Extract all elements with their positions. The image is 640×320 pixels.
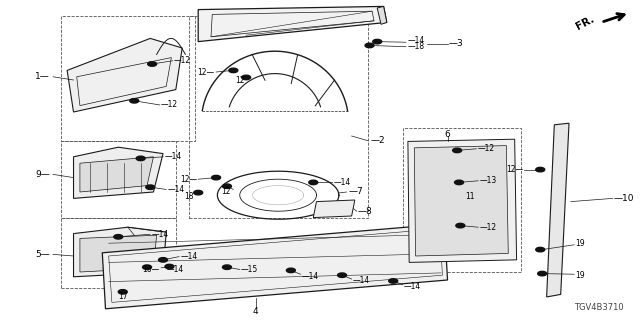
Text: 16—: 16— [143,265,160,274]
Circle shape [159,258,168,262]
Polygon shape [377,6,387,24]
Polygon shape [102,224,447,309]
Text: 12—: 12— [180,175,197,184]
Circle shape [148,62,157,66]
Circle shape [365,43,374,48]
Circle shape [146,185,155,189]
Text: 19: 19 [575,239,585,248]
Circle shape [223,265,232,269]
Circle shape [454,180,463,185]
Text: FR.: FR. [574,14,596,32]
Circle shape [118,290,127,294]
Polygon shape [80,235,157,272]
Polygon shape [198,6,387,42]
Text: 1—: 1— [35,72,50,81]
Circle shape [452,148,461,153]
Text: 12: 12 [235,76,244,85]
Circle shape [143,265,152,269]
Text: 4: 4 [253,307,259,316]
Circle shape [372,39,381,44]
Circle shape [538,271,547,276]
Text: —15: —15 [241,265,259,274]
Polygon shape [414,146,508,256]
Polygon shape [74,147,163,198]
Circle shape [194,190,203,195]
Text: —14: —14 [407,36,424,45]
Circle shape [165,264,174,269]
Text: 12—: 12— [198,68,215,76]
Text: —14: —14 [168,185,185,194]
Text: —14: —14 [333,178,351,187]
Text: 5—: 5— [35,250,50,259]
Text: —14: —14 [166,265,184,274]
Circle shape [309,180,317,185]
Text: —8: —8 [358,207,372,216]
Text: —2: —2 [371,136,385,145]
Polygon shape [313,200,355,218]
Circle shape [136,156,145,161]
Circle shape [229,68,238,73]
Text: —13: —13 [479,176,497,185]
Text: —12: —12 [477,144,495,153]
Text: 18: 18 [184,192,193,201]
Text: 19: 19 [575,271,585,280]
Circle shape [287,268,296,273]
Polygon shape [80,157,154,192]
Text: TGV4B3710: TGV4B3710 [573,303,623,312]
Text: —12: —12 [479,223,497,232]
Circle shape [388,279,397,283]
Circle shape [456,223,465,228]
Circle shape [130,99,139,103]
Polygon shape [67,38,182,112]
Text: —12: —12 [174,56,191,65]
Text: 12: 12 [221,187,231,196]
Text: —12: —12 [161,100,178,109]
Circle shape [536,167,545,172]
Circle shape [223,184,232,188]
Text: —14: —14 [180,252,198,261]
Text: —7: —7 [348,188,363,196]
Text: —14: —14 [152,230,169,239]
Text: 11: 11 [465,192,475,201]
Text: 9—: 9— [35,170,50,179]
Circle shape [212,175,221,180]
Text: —3: —3 [449,39,463,48]
Text: —10: —10 [614,194,634,203]
Text: —14: —14 [404,282,421,291]
Circle shape [114,235,123,239]
Polygon shape [547,123,569,297]
Text: —14: —14 [164,152,182,161]
Text: —18: —18 [407,42,424,51]
Text: —14: —14 [353,276,370,285]
Circle shape [337,273,346,277]
Polygon shape [74,227,166,277]
Circle shape [242,75,251,80]
Polygon shape [408,139,516,262]
Text: 12—: 12— [506,165,523,174]
Circle shape [536,247,545,252]
Text: —14: —14 [302,272,319,281]
Text: 17: 17 [118,292,127,301]
Text: 6: 6 [445,130,451,139]
